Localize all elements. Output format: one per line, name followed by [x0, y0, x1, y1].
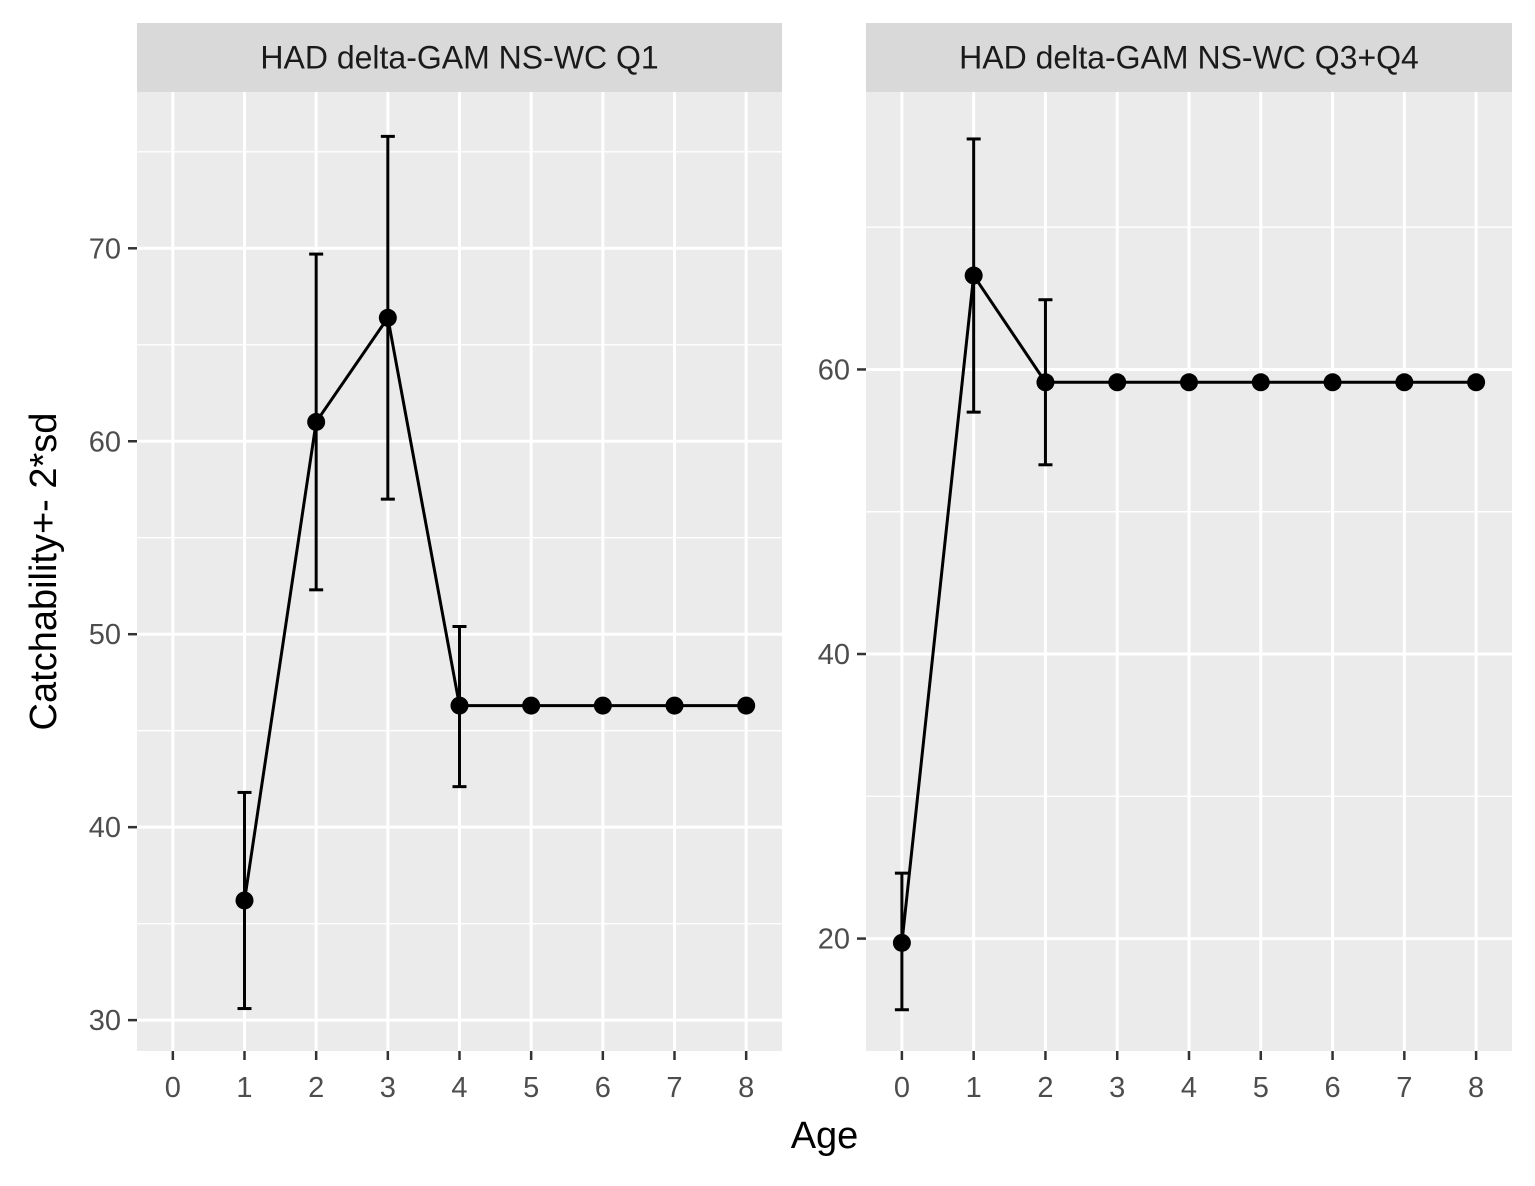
y-tick-label: 30: [89, 1005, 121, 1037]
y-tick-label: 20: [818, 924, 850, 956]
data-point: [1467, 373, 1486, 392]
series-line: [243, 316, 747, 901]
data-point: [665, 696, 684, 715]
x-tick-label: 3: [380, 1072, 396, 1104]
data-point: [892, 933, 911, 952]
data-point: [593, 696, 612, 715]
y-tick-label: 40: [818, 639, 850, 671]
y-tick-label: 40: [89, 812, 121, 844]
data-point: [235, 891, 254, 910]
data-point: [1323, 373, 1342, 392]
x-tick-label: 3: [1109, 1072, 1125, 1104]
x-tick-label: 4: [451, 1072, 467, 1104]
y-tick-label: 60: [818, 354, 850, 386]
panel-2: HAD delta-GAM NS-WC Q3+Q4 20 40 60 0 1 2 3 4 5 6 7 8: [818, 23, 1512, 1104]
x-tick-label: 6: [1324, 1072, 1340, 1104]
data-point: [964, 266, 983, 285]
x-axis-title: Age: [791, 1115, 859, 1157]
x-tick-label: 6: [595, 1072, 611, 1104]
x-tick-label: 1: [966, 1072, 982, 1104]
data-point: [1180, 373, 1198, 392]
x-tick-label: 2: [308, 1072, 324, 1104]
x-tick-label: 8: [738, 1072, 754, 1104]
data-point: [737, 696, 756, 715]
x-tick-label: 2: [1037, 1072, 1053, 1104]
panel-title: HAD delta-GAM NS-WC Q1: [260, 40, 658, 76]
x-tick-label: 5: [523, 1072, 539, 1104]
panel-title: HAD delta-GAM NS-WC Q3+Q4: [959, 40, 1419, 76]
y-tick-label: 50: [89, 619, 121, 651]
x-tick-label: 7: [666, 1072, 682, 1104]
x-tick-label: 8: [1468, 1072, 1484, 1104]
data-point: [1251, 373, 1270, 392]
data-point: [378, 308, 397, 327]
data-point: [522, 696, 541, 715]
x-tick-label: 1: [236, 1072, 252, 1104]
y-tick-label: 70: [89, 233, 121, 265]
x-tick-label: 0: [894, 1072, 910, 1104]
y-tick-label: 60: [89, 426, 121, 458]
x-tick-label: 0: [165, 1072, 181, 1104]
data-point: [1108, 373, 1127, 392]
data-point: [1395, 373, 1414, 392]
panel-strip: [866, 23, 1512, 92]
data-point: [450, 696, 469, 715]
data-point: [307, 412, 326, 431]
x-tick-label: 5: [1253, 1072, 1269, 1104]
y-axis-title: Catchability+- 2*sd: [23, 413, 65, 731]
panel-strip: [137, 23, 782, 92]
data-point: [1036, 373, 1055, 392]
x-tick-label: 7: [1396, 1072, 1412, 1104]
x-tick-label: 4: [1181, 1072, 1197, 1104]
panel-1: HAD delta-GAM NS-WC Q1 30 40 50 60 70 0 1 2 3 4 5 6 7…: [89, 23, 782, 1104]
